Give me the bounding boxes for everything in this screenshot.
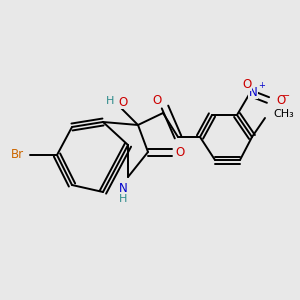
Text: O: O [242, 77, 252, 91]
Text: N: N [118, 182, 127, 196]
Text: +: + [259, 80, 266, 89]
Text: Br: Br [11, 148, 24, 161]
Text: −: − [282, 91, 290, 101]
Text: H: H [106, 96, 114, 106]
Text: CH₃: CH₃ [273, 109, 294, 119]
Text: O: O [118, 95, 127, 109]
Text: O: O [176, 146, 184, 158]
Text: H: H [119, 194, 127, 204]
Text: N: N [249, 85, 257, 98]
Text: O: O [276, 94, 285, 106]
Text: O: O [152, 94, 162, 106]
